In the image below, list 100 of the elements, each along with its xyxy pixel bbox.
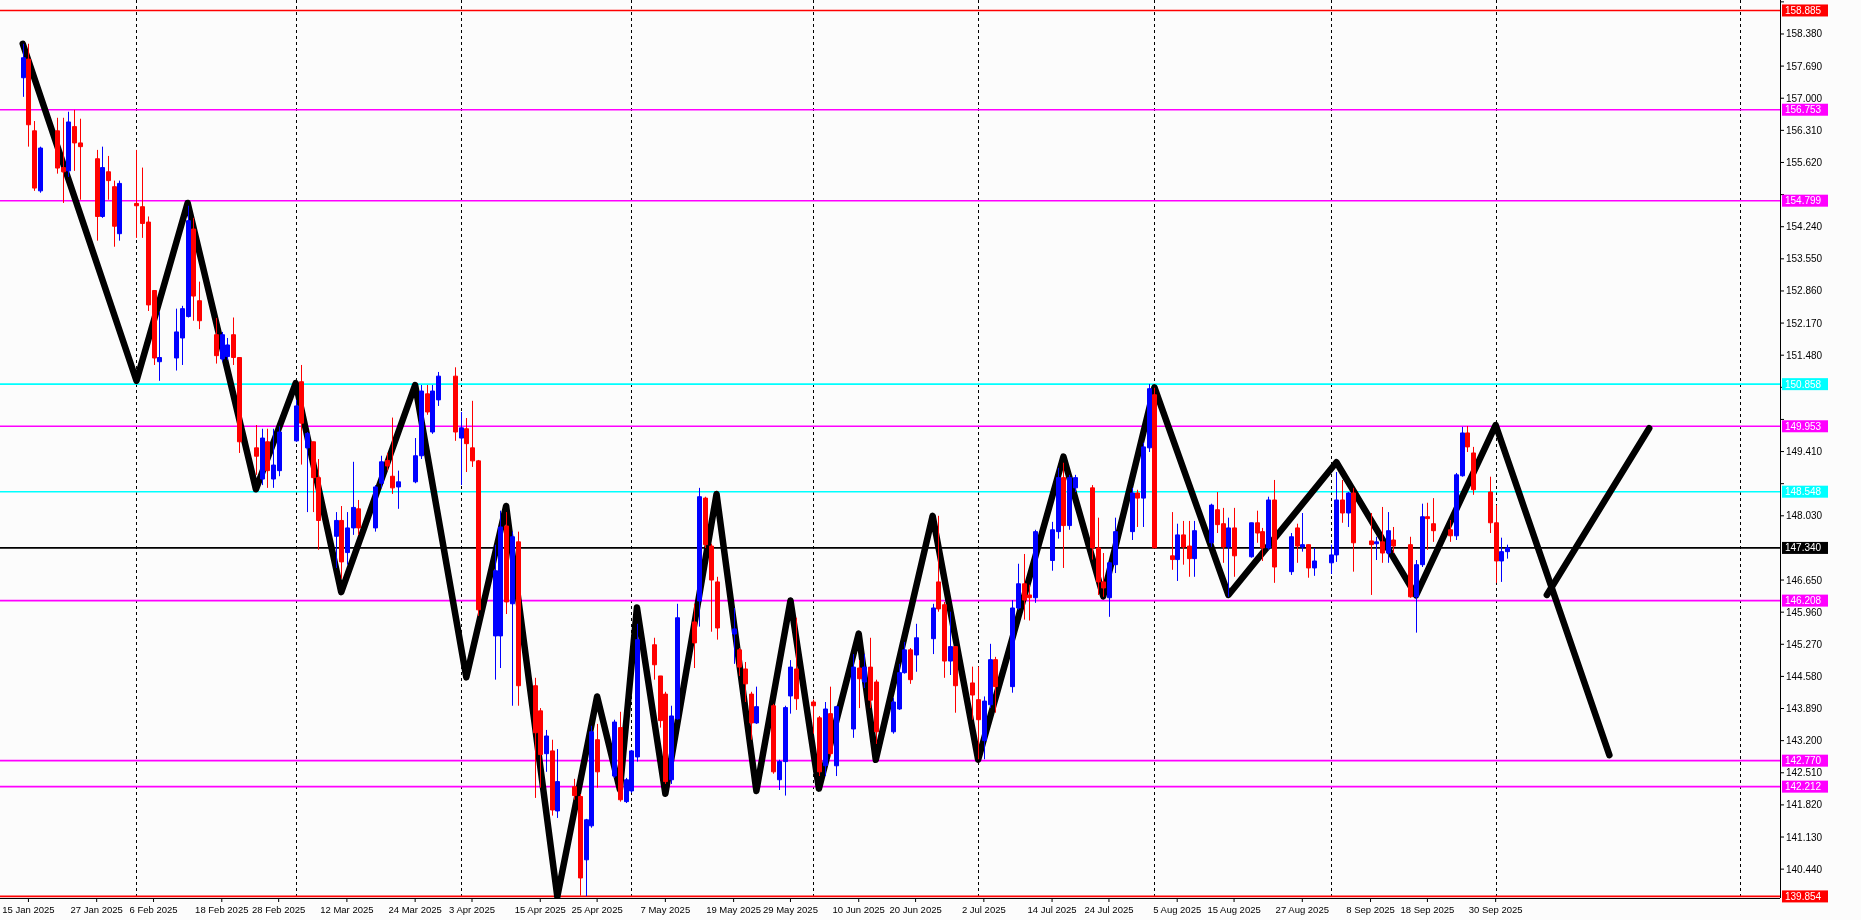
candlestick [260, 428, 265, 486]
x-tick-label: 25 Apr 2025 [571, 904, 623, 915]
candlestick [572, 778, 577, 801]
ref-line-label: 147.340 [1785, 542, 1822, 554]
candlestick [390, 417, 395, 495]
candlestick [1465, 425, 1470, 453]
ref-line-label: 156.753 [1785, 104, 1822, 116]
y-tick-label: 143.200 [1786, 735, 1823, 747]
candlestick [1386, 511, 1391, 564]
ref-line-label: 146.208 [1785, 595, 1822, 607]
candlestick [1448, 519, 1453, 543]
candlestick [703, 496, 708, 549]
candlestick [157, 311, 162, 382]
candlestick [396, 470, 401, 510]
candlestick [976, 666, 981, 760]
x-tick-label: 15 Jan 2025 [2, 904, 55, 915]
candlestick [1170, 511, 1175, 571]
candlestick [334, 511, 339, 569]
candlestick [823, 701, 828, 777]
candlestick [95, 149, 100, 242]
candlestick [828, 686, 833, 757]
candlestick [373, 484, 378, 533]
x-tick-label: 27 Jan 2025 [70, 904, 123, 915]
candlestick [692, 603, 697, 669]
candlestick [993, 656, 998, 714]
candlestick [197, 281, 202, 330]
candlestick [732, 607, 737, 665]
candlestick [1346, 491, 1351, 528]
x-tick-label: 24 Jul 2025 [1084, 904, 1134, 915]
candlestick [544, 729, 549, 773]
candlestick [737, 647, 742, 677]
candlestick [612, 719, 617, 779]
candlestick [862, 653, 867, 689]
ref-line-label: 149.953 [1785, 420, 1822, 432]
candlestick [510, 531, 515, 707]
y-tick-label: 145.960 [1786, 606, 1823, 618]
y-tick-label: 143.890 [1786, 703, 1823, 715]
candlestick [817, 715, 822, 777]
candlestick [931, 603, 936, 655]
candlestick [749, 691, 754, 741]
x-tick-label: 27 Aug 2025 [1275, 904, 1329, 915]
candlestick [743, 661, 748, 703]
x-tick-label: 19 May 2025 [706, 904, 762, 915]
candlestick [1266, 496, 1271, 551]
candlestick [754, 686, 759, 725]
x-tick-label: 5 Aug 2025 [1153, 904, 1202, 915]
candlestick [652, 637, 657, 681]
x-tick-label: 15 Aug 2025 [1207, 904, 1261, 915]
y-tick-label: 151.480 [1786, 349, 1823, 361]
x-tick-label: 30 Sep 2025 [1468, 904, 1523, 915]
y-tick-label: 156.310 [1786, 124, 1823, 136]
y-tick-label: 154.240 [1786, 221, 1823, 233]
candlestick [1249, 522, 1254, 559]
candlestick [265, 428, 270, 489]
y-tick-label: 142.510 [1786, 767, 1823, 779]
x-tick-label: 18 Sep 2025 [1400, 904, 1455, 915]
candlestick [453, 366, 458, 442]
candlestick [550, 739, 555, 817]
candlestick [1431, 497, 1436, 543]
ref-line-label: 154.799 [1785, 195, 1822, 207]
candlestick [555, 748, 560, 819]
candlestick [1295, 523, 1300, 564]
candlestick [595, 723, 600, 789]
x-tick-label: 18 Feb 2025 [195, 904, 249, 915]
y-tick-label: 152.860 [1786, 285, 1823, 297]
candlestick [214, 317, 219, 365]
candlestick [100, 146, 105, 219]
candlestick [294, 399, 299, 443]
candlestick [697, 487, 702, 628]
candlestick [1408, 536, 1413, 599]
candlestick [339, 505, 344, 580]
y-tick-label: 153.550 [1786, 253, 1823, 265]
candlestick [908, 647, 913, 685]
x-tick-label: 8 Sep 2025 [1346, 904, 1395, 915]
candlestick [1272, 479, 1277, 584]
candlestick [379, 455, 384, 489]
candlestick [106, 155, 111, 201]
ref-line-label: 139.854 [1785, 890, 1822, 902]
x-tick-label: 20 Jun 2025 [889, 904, 942, 915]
y-tick-label: 141.130 [1786, 831, 1823, 843]
candlestick [834, 705, 839, 777]
candlestick [1471, 446, 1476, 496]
y-tick-label: 140.440 [1786, 863, 1823, 875]
candlestick [1351, 487, 1356, 573]
x-tick-label: 28 Feb 2025 [251, 904, 306, 915]
x-tick-label: 3 Apr 2025 [449, 904, 495, 915]
y-tick-label: 157.000 [1786, 92, 1823, 104]
candlestick [1374, 536, 1379, 561]
x-tick-label: 10 Jun 2025 [832, 904, 885, 915]
candlestick [811, 699, 816, 735]
candlestick [1135, 489, 1140, 528]
candlestick [459, 411, 464, 486]
y-tick-label: 158.380 [1786, 28, 1823, 40]
x-tick-label: 24 Mar 2025 [388, 904, 442, 915]
candlestick [1391, 526, 1396, 554]
candlestick [1340, 479, 1345, 524]
candlestick [305, 431, 310, 513]
candlestick [1425, 502, 1430, 551]
candlestick [914, 623, 919, 673]
candlestick [948, 611, 953, 676]
